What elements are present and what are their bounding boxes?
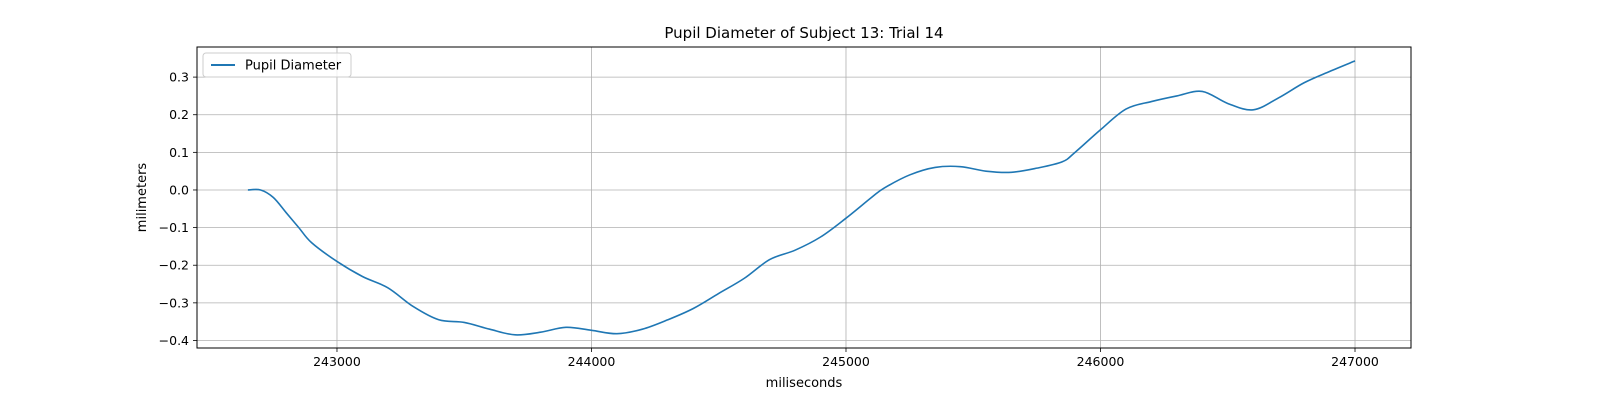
- legend-box: [202, 52, 352, 78]
- x-tick-label: 246000: [1077, 354, 1125, 369]
- grid: [197, 47, 1411, 348]
- y-tick-label: 0.1: [169, 145, 189, 160]
- series-line-pupil-diameter: [247, 60, 1356, 336]
- y-tick-label: −0.2: [159, 258, 189, 273]
- y-tick-label: −0.4: [159, 333, 189, 348]
- y-tick-label: 0.0: [169, 182, 189, 197]
- x-tick-label: 245000: [822, 354, 870, 369]
- legend: Pupil Diameter: [202, 52, 352, 78]
- y-tick-label: 0.3: [169, 70, 189, 85]
- x-tick-label: 244000: [568, 354, 616, 369]
- y-tick-label: −0.3: [159, 295, 189, 310]
- y-tick-label: −0.1: [159, 220, 189, 235]
- x-tick-label: 247000: [1331, 354, 1379, 369]
- x-axis-label: miliseconds: [766, 376, 843, 391]
- y-axis-label: milimeters: [135, 163, 150, 233]
- y-tick-label: 0.2: [169, 107, 189, 122]
- ticks: 243000 244000 245000 246000 247000 −0.4 −0.3 −0…: [159, 70, 1379, 369]
- legend-label: Pupil Diameter: [245, 59, 342, 74]
- series-layer: [247, 60, 1356, 336]
- plot-frame: [196, 46, 1412, 349]
- chart-title: Pupil Diameter of Subject 13: Trial 14: [664, 24, 943, 42]
- x-tick-label: 243000: [313, 354, 361, 369]
